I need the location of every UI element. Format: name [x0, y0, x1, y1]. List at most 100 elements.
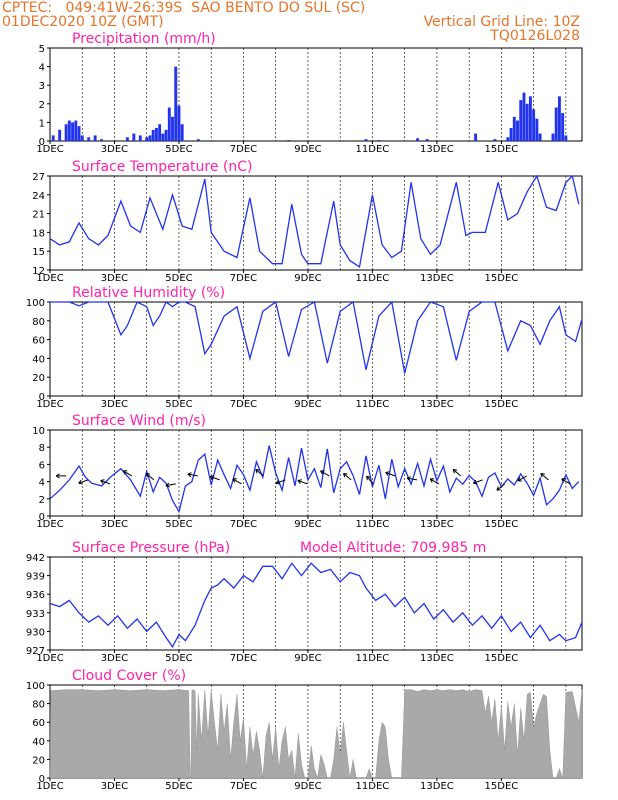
precip-bar	[64, 124, 68, 141]
wind-arrow-head	[343, 472, 348, 478]
wind-arrow-head	[165, 482, 170, 488]
precip-bar	[493, 139, 497, 141]
precip-bar	[138, 135, 142, 141]
precip-bar	[287, 140, 291, 141]
wind-arrow	[210, 475, 220, 481]
x-tick-label: 9DEC	[294, 144, 321, 155]
precip-bar	[71, 122, 75, 141]
precip-bar	[74, 120, 78, 141]
x-tick-label: 5DEC	[165, 144, 192, 155]
y-tick-label: 60	[32, 336, 45, 347]
y-tick-label: 0	[39, 392, 45, 403]
x-tick-label: 1DEC	[36, 653, 63, 664]
panel-title: Surface Pressure (hPa)	[72, 540, 230, 556]
x-tick-label: 11DEC	[356, 273, 390, 284]
precip-bar	[177, 105, 181, 141]
y-tick-label: 20	[32, 755, 45, 766]
y-tick-label: 40	[32, 354, 45, 365]
x-tick-label: 11DEC	[356, 781, 390, 792]
header-location: CPTEC: 049:41W-26:39S SAO BENTO DO SUL (…	[2, 0, 366, 16]
wind-arrow-head	[452, 468, 458, 474]
precip-bar	[519, 100, 523, 141]
precip-bar	[93, 135, 97, 141]
wind-arrow-head	[561, 478, 566, 483]
wind-arrow	[232, 478, 242, 485]
x-tick-label: 11DEC	[356, 399, 390, 410]
x-tick-label: 1DEC	[36, 144, 63, 155]
precip-bar	[151, 129, 155, 141]
wind-arrow-head	[385, 471, 390, 476]
panel-frame	[49, 301, 583, 397]
wind-arrow	[385, 471, 396, 477]
panel-frame	[49, 47, 583, 142]
wind-arrow	[366, 475, 374, 485]
header-run-time: 01DEC2020 10Z (GMT)	[2, 14, 164, 30]
precip-bar	[125, 137, 129, 141]
x-tick-label: 11DEC	[356, 653, 390, 664]
wind-arrow	[473, 479, 483, 484]
precip-bar	[161, 133, 165, 141]
precip-bar	[67, 120, 71, 141]
wind-arrow	[561, 478, 571, 485]
wind-arrow-head	[429, 478, 435, 483]
precip-bar	[522, 92, 526, 141]
x-tick-label: 11DEC	[356, 519, 390, 530]
wind-arrow	[122, 470, 133, 477]
x-tick-label: 13DEC	[420, 653, 454, 664]
precip-bar	[58, 129, 62, 141]
x-tick-label: 3DEC	[101, 144, 128, 155]
y-tick-label: 936	[26, 590, 45, 601]
wind-arrow-head	[320, 470, 325, 475]
precip-bar	[167, 107, 171, 141]
precip-bar	[535, 118, 539, 141]
x-tick-label: 9DEC	[294, 781, 321, 792]
x-tick-label: 15DEC	[485, 399, 519, 410]
wind-arrow-head	[232, 478, 237, 483]
x-tick-label: 9DEC	[294, 273, 321, 284]
y-tick-label: 8	[39, 443, 45, 454]
wind-arrow-head	[78, 479, 83, 485]
y-tick-label: 0	[39, 137, 45, 148]
precip-bar	[538, 133, 542, 141]
x-tick-label: 3DEC	[101, 781, 128, 792]
y-tick-label: 0	[39, 512, 45, 523]
panel-title: Surface Wind (m/s)	[72, 413, 206, 429]
x-tick-label: 5DEC	[165, 399, 192, 410]
wind-arrow	[145, 473, 155, 481]
precip-bar	[164, 129, 168, 141]
x-tick-label: 7DEC	[230, 144, 257, 155]
wind-arrow	[78, 479, 89, 484]
precip-bar	[425, 139, 429, 141]
precip-bar	[554, 107, 558, 141]
wind-arrow	[429, 478, 440, 485]
y-tick-label: 12	[32, 266, 45, 277]
panel-title: Precipitation (mm/h)	[72, 31, 216, 47]
y-tick-label: 939	[26, 572, 45, 583]
wind-arrow-head	[255, 468, 260, 474]
precip-bar	[377, 140, 381, 141]
wind-arrow	[165, 483, 176, 487]
x-tick-label: 13DEC	[420, 273, 454, 284]
header-model-code: TQ0126L028	[490, 28, 580, 44]
y-tick-label: 80	[32, 700, 45, 711]
y-tick-label: 2	[39, 100, 45, 111]
precip-bar	[474, 133, 478, 141]
series-line	[50, 300, 583, 374]
x-tick-label: 1DEC	[36, 519, 63, 530]
precip-bar	[100, 139, 104, 141]
series-line	[49, 174, 580, 268]
precip-bar	[364, 139, 368, 141]
x-tick-label: 13DEC	[420, 519, 454, 530]
y-tick-label: 942	[26, 553, 45, 564]
wind-arrow-head	[366, 475, 371, 481]
precip-bar	[516, 120, 519, 141]
precip-bar	[196, 139, 200, 141]
wind-arrow-head	[297, 479, 302, 484]
y-tick-label: 3	[39, 81, 45, 92]
wind-arrow-head	[496, 486, 501, 491]
x-tick-label: 5DEC	[165, 781, 192, 792]
precip-bar	[171, 116, 174, 141]
x-tick-label: 5DEC	[165, 273, 192, 284]
x-tick-label: 13DEC	[420, 399, 454, 410]
x-tick-label: 15DEC	[485, 144, 519, 155]
